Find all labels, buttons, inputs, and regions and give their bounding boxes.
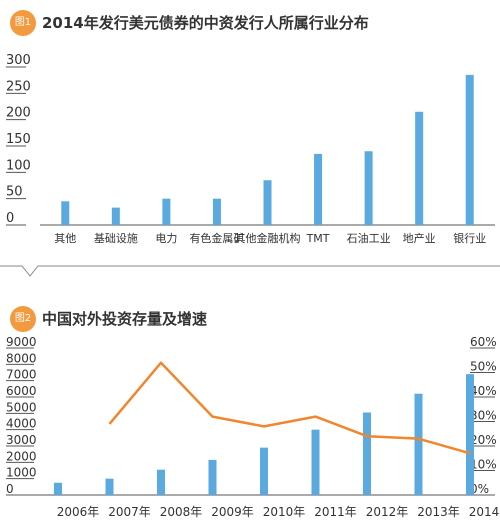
bar bbox=[263, 180, 272, 225]
y-tick-label: 150 bbox=[6, 132, 31, 147]
y-left-tick-label: 5000 bbox=[6, 400, 37, 414]
y-tick-label: 200 bbox=[6, 106, 31, 121]
x-tick-label: 2009年 bbox=[211, 505, 254, 519]
bar bbox=[364, 151, 373, 225]
chart-title: 中国对外投资存量及增速 bbox=[42, 310, 208, 328]
y-left-tick-label: 7000 bbox=[6, 368, 37, 382]
x-tick-label: 2010年 bbox=[263, 505, 306, 519]
y-left-tick-label: 3000 bbox=[6, 433, 37, 447]
growth-rate-line bbox=[108, 361, 471, 455]
y-left-tick-label: 6000 bbox=[6, 384, 37, 398]
figure-badge: 图1 bbox=[10, 10, 36, 36]
investment-combo-chart: 0 1000 2000 3000 4000 5000 6000 7000 8000 9000 0% 1… bbox=[6, 335, 500, 519]
y-right-tick-label: 50% bbox=[470, 360, 497, 374]
chart-panel-investment: 图2 中国对外投资存量及增速 0 1000 2000 3000 4000 5000 6000… bbox=[0, 296, 500, 530]
y-left-tick-label: 8000 bbox=[6, 351, 37, 365]
y-tick-label: 50 bbox=[6, 185, 23, 200]
y-right-tick-label: 60% bbox=[470, 335, 497, 349]
y-left-tick-label: 9000 bbox=[6, 335, 37, 349]
y-right-tick-label: 30% bbox=[470, 409, 497, 423]
bar bbox=[260, 447, 268, 495]
x-tick-label: 有色金属矿 bbox=[189, 231, 244, 245]
x-tick-label: 2011年 bbox=[314, 505, 357, 519]
x-tick-label: 其他金融机构 bbox=[235, 231, 301, 245]
y-right-tick-label: 40% bbox=[470, 384, 497, 398]
y-left-tick-label: 2000 bbox=[6, 449, 37, 463]
y-tick-label: 250 bbox=[6, 79, 31, 94]
bar bbox=[54, 482, 62, 495]
bar bbox=[212, 198, 221, 225]
x-tick-label: 2014年 bbox=[469, 505, 500, 519]
x-tick-label: 地产业 bbox=[403, 231, 436, 245]
bar bbox=[105, 478, 114, 495]
bar bbox=[208, 459, 217, 495]
x-tick-label: 2006年 bbox=[57, 505, 100, 519]
y-left-tick-label: 1000 bbox=[6, 466, 37, 480]
y-tick-label: 0 bbox=[6, 211, 14, 226]
x-tick-label: 2007年 bbox=[108, 505, 151, 519]
bar bbox=[414, 393, 423, 495]
bar bbox=[111, 207, 120, 225]
bar bbox=[157, 469, 165, 495]
bar bbox=[61, 201, 70, 225]
chart-panel-industry: 图1 2014年发行美元债券的中资发行人所属行业分布 0 50 100 150 200 2… bbox=[0, 0, 500, 262]
y-left-tick-label: 4000 bbox=[6, 417, 37, 431]
bar bbox=[465, 74, 474, 226]
chart-title: 2014年发行美元债券的中资发行人所属行业分布 bbox=[42, 14, 369, 32]
y-right-tick-label: 20% bbox=[470, 433, 497, 447]
bar bbox=[311, 429, 320, 495]
y-tick-label: 100 bbox=[6, 158, 31, 173]
y-left-tick-label: 0 bbox=[6, 482, 14, 496]
y-right-tick-label: 10% bbox=[470, 458, 497, 472]
figure-badge: 图2 bbox=[10, 306, 36, 332]
bar bbox=[415, 111, 424, 225]
bar bbox=[363, 412, 371, 495]
x-tick-label: 2008年 bbox=[160, 505, 203, 519]
bar bbox=[466, 374, 474, 495]
x-tick-label: 2012年 bbox=[366, 505, 409, 519]
x-tick-label: 石油工业 bbox=[347, 231, 391, 245]
y-right-tick-label: 0% bbox=[470, 482, 489, 496]
x-tick-label: 基础设施 bbox=[94, 232, 138, 245]
x-tick-label: 其他 bbox=[54, 232, 76, 245]
divider-line bbox=[0, 265, 500, 277]
x-tick-label: 2013年 bbox=[417, 505, 460, 519]
bar bbox=[314, 153, 323, 225]
bar bbox=[162, 198, 171, 225]
y-tick-label: 300 bbox=[6, 53, 31, 68]
x-tick-label: TMT bbox=[306, 232, 330, 245]
section-divider bbox=[0, 265, 500, 277]
x-tick-label: 银行业 bbox=[453, 231, 486, 245]
x-tick-label: 电力 bbox=[155, 232, 177, 245]
